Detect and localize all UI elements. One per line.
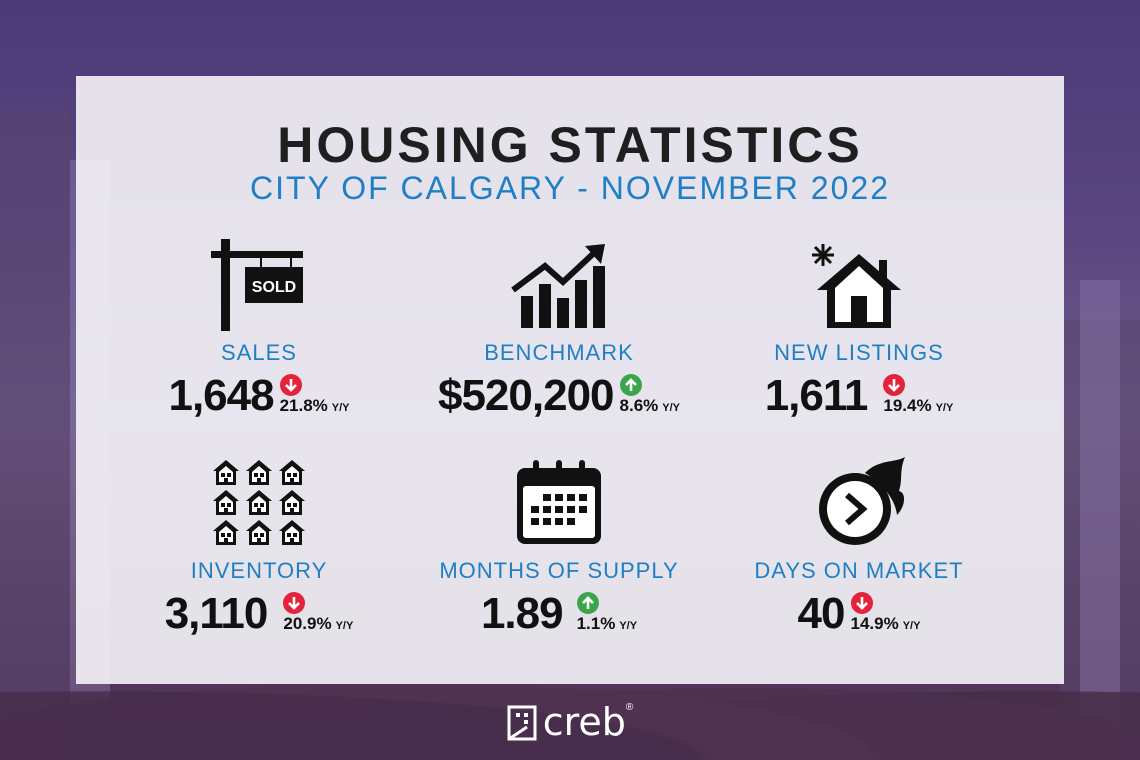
stat-inventory: INVENTORY 3,110 20.9% Y/Y (94, 454, 424, 654)
stat-value: 3,110 (164, 589, 269, 638)
stat-label: MONTHS OF SUPPLY (439, 558, 679, 583)
stat-label: INVENTORY (190, 558, 328, 583)
stat-change-suffix: Y/Y (662, 402, 680, 414)
up-arrow-icon (619, 374, 642, 396)
stat-sales: SOLD SALES 1,648 21.8% Y/Y (94, 236, 424, 436)
stat-benchmark: BENCHMARK $520,200 8.6% Y/Y (394, 236, 724, 436)
houses-grid-icon (94, 454, 424, 552)
down-arrow-icon (283, 592, 306, 614)
stat-new-listings: NEW LISTINGS 1,611 19.4% Y/Y (694, 236, 1024, 436)
stat-value: 1,611 (764, 371, 869, 420)
sold-sign-text: SOLD (252, 279, 296, 296)
stat-change: 20.9% (283, 614, 332, 633)
stat-change: 21.8% (279, 396, 328, 415)
up-arrow-icon (576, 592, 599, 614)
stat-change: 14.9% (850, 614, 899, 633)
stat-change: 1.1% (576, 614, 616, 633)
down-arrow-icon (883, 374, 906, 396)
stat-days-on-market: DAYS ON MARKET 40 14.9% Y/Y (694, 454, 1024, 654)
stat-label: BENCHMARK (484, 340, 634, 365)
logo-text: creb (542, 700, 626, 744)
stat-change: 8.6% (619, 396, 659, 415)
sold-sign-icon: SOLD (94, 236, 424, 334)
stat-change-suffix: Y/Y (335, 620, 354, 632)
creb-logo: creb ® (0, 700, 1140, 744)
new-house-icon (694, 236, 1024, 334)
building-logo-icon (507, 705, 537, 741)
stat-label: SALES (221, 340, 297, 365)
stat-value: 1,648 (168, 371, 274, 420)
stats-panel: HOUSING STATISTICS CITY OF CALGARY - NOV… (76, 76, 1064, 684)
stat-change-suffix: Y/Y (331, 402, 350, 414)
stat-change-suffix: Y/Y (619, 620, 638, 632)
fast-clock-icon (694, 454, 1024, 552)
down-arrow-icon (279, 374, 302, 396)
stat-label: NEW LISTINGS (774, 340, 944, 365)
stat-change-suffix: Y/Y (935, 402, 954, 414)
page-subtitle: CITY OF CALGARY - NOVEMBER 2022 (250, 170, 890, 206)
stat-change: 19.4% (883, 396, 932, 415)
stat-months-of-supply: MONTHS OF SUPPLY 1.89 1.1% Y/Y (394, 454, 724, 654)
logo-registered-mark: ® (625, 702, 634, 713)
stat-value: 1.89 (480, 589, 564, 638)
stat-value: $520,200 (437, 371, 615, 420)
bar-chart-trend-icon (394, 236, 724, 334)
stat-value: 40 (797, 589, 846, 638)
down-arrow-icon (850, 592, 873, 614)
stat-label: DAYS ON MARKET (754, 558, 964, 583)
stat-change-suffix: Y/Y (902, 620, 921, 632)
calendar-icon (394, 454, 724, 552)
page-title: HOUSING STATISTICS (277, 117, 863, 173)
